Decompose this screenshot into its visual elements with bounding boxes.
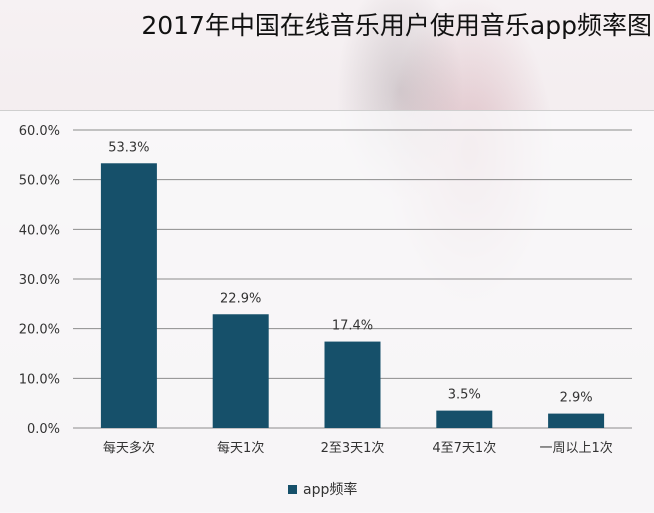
- bar: [548, 413, 605, 428]
- legend: app频率: [288, 479, 357, 499]
- legend-swatch: [288, 484, 297, 494]
- bar: [324, 341, 381, 428]
- x-tick-label: 一周以上1次: [539, 440, 612, 456]
- y-tick-label: 60.0%: [19, 124, 60, 139]
- data-label: 3.5%: [448, 388, 481, 403]
- y-tick-label: 30.0%: [19, 273, 60, 288]
- x-tick-label: 每天1次: [217, 440, 264, 456]
- y-tick-label: 0.0%: [27, 422, 60, 437]
- legend-label: app频率: [303, 482, 358, 498]
- x-tick-label: 2至3天1次: [321, 440, 385, 456]
- data-label: 53.3%: [108, 140, 149, 155]
- chart-title: 2017年中国在线音乐用户使用音乐app频率图: [141, 11, 652, 40]
- y-tick-label: 10.0%: [19, 372, 60, 387]
- bar: [100, 163, 157, 428]
- data-label: 2.9%: [560, 391, 593, 406]
- x-tick-label: 4至7天1次: [432, 440, 496, 456]
- y-tick-label: 20.0%: [19, 323, 60, 338]
- y-tick-label: 50.0%: [19, 174, 60, 189]
- data-label: 22.9%: [220, 291, 261, 306]
- bar: [436, 410, 493, 428]
- y-tick-label: 40.0%: [19, 223, 60, 238]
- bar: [212, 314, 269, 428]
- data-label: 17.4%: [332, 319, 373, 334]
- x-tick-label: 每天多次: [103, 440, 155, 456]
